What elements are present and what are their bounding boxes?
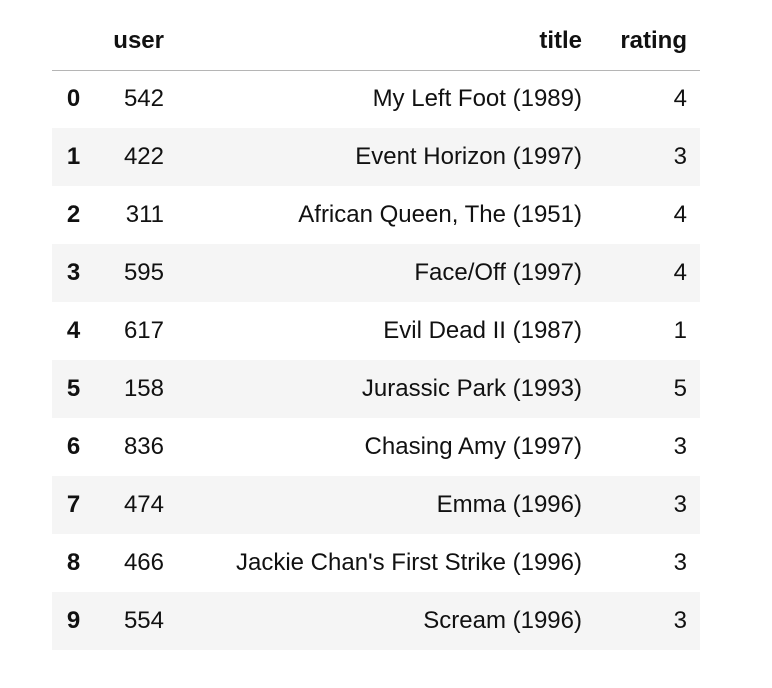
table-row: 9 554 Scream (1996) 3 <box>52 592 700 650</box>
table-cell: Event Horizon (1997) <box>355 143 582 170</box>
table-cell: 474 <box>123 491 164 518</box>
table-row: 0 542 My Left Foot (1989) 4 <box>52 70 700 128</box>
table-row: 3 595 Face/Off (1997) 4 <box>52 244 700 302</box>
table-row: 2 311 African Queen, The (1951) 4 <box>52 186 700 244</box>
table-cell: Face/Off (1997) <box>414 259 582 286</box>
row-index: 4 <box>66 317 81 344</box>
table-row: 4 617 Evil Dead II (1987) 1 <box>52 302 700 360</box>
row-index: 5 <box>66 375 81 402</box>
index-header <box>52 12 95 71</box>
row-index: 9 <box>66 607 81 634</box>
table-cell: Emma (1996) <box>436 491 582 518</box>
table-cell: Scream (1996) <box>423 607 582 634</box>
table-body: 0 542 My Left Foot (1989) 4 1 422 Event Horizo… <box>52 70 700 650</box>
row-index: 6 <box>66 433 81 460</box>
row-index: 7 <box>66 491 81 518</box>
table-cell: Jurassic Park (1993) <box>361 375 582 402</box>
column-header: title <box>177 12 595 71</box>
table-cell: Chasing Amy (1997) <box>364 433 582 460</box>
row-index: 3 <box>66 259 81 286</box>
table-cell: 5 <box>673 375 687 402</box>
table-cell: Evil Dead II (1987) <box>383 317 582 344</box>
header-row: user title rating <box>52 12 700 71</box>
table-cell: 3 <box>673 607 687 634</box>
table-cell: 554 <box>123 607 164 634</box>
table-cell: 158 <box>123 375 164 402</box>
table-cell: My Left Foot (1989) <box>372 85 582 113</box>
column-header: user <box>95 12 177 71</box>
table-cell: 617 <box>123 317 164 344</box>
dataframe-table: user title rating 0 542 My Left Foot (1989) 4… <box>52 12 700 650</box>
table-cell: 3 <box>673 491 687 518</box>
table-cell: 4 <box>673 85 687 113</box>
table-cell: 4 <box>673 259 687 286</box>
table-cell: 422 <box>123 143 164 170</box>
table-cell: Jackie Chan's First Strike (1996) <box>235 549 582 576</box>
table-cell: 3 <box>673 549 687 576</box>
table-cell: African Queen, The (1951) <box>298 201 582 228</box>
table-cell: 3 <box>673 433 687 460</box>
row-index: 8 <box>66 549 81 576</box>
table-row: 7 474 Emma (1996) 3 <box>52 476 700 534</box>
table-cell: 311 <box>125 201 164 228</box>
table-header: user title rating <box>52 12 700 71</box>
table-cell: 3 <box>673 143 687 170</box>
table-row: 1 422 Event Horizon (1997) 3 <box>52 128 700 186</box>
table-cell: 1 <box>673 317 687 344</box>
table-cell: 595 <box>123 259 164 286</box>
row-index: 0 <box>66 85 81 113</box>
table-row: 5 158 Jurassic Park (1993) 5 <box>52 360 700 418</box>
table-row: 6 836 Chasing Amy (1997) 3 <box>52 418 700 476</box>
table-row: 8 466 Jackie Chan's First Strike (1996) 3 <box>52 534 700 592</box>
table-cell: 542 <box>123 85 164 113</box>
table-cell: 4 <box>673 201 687 228</box>
row-index: 2 <box>66 201 81 228</box>
table-cell: 836 <box>123 433 164 460</box>
row-index: 1 <box>66 143 81 170</box>
column-header: rating <box>595 12 700 71</box>
table-cell: 466 <box>123 549 164 576</box>
